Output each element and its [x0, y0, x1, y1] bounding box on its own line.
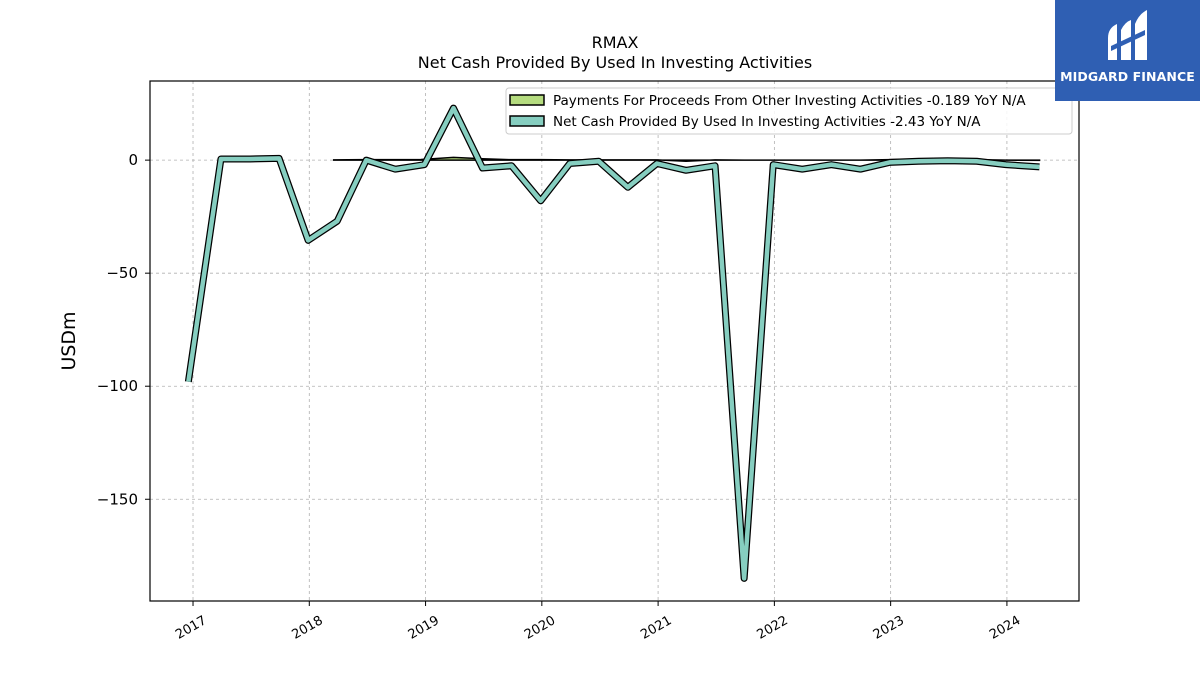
- chart-title: RMAX: [592, 33, 639, 52]
- brand-logo: MIDGARD FINANCE: [1055, 0, 1200, 101]
- y-tick-label: −50: [106, 264, 138, 282]
- brand-mark-icon: [1108, 10, 1147, 60]
- legend-swatch-netcash: [509, 115, 545, 127]
- x-tick-label: 2024: [987, 613, 1023, 643]
- x-axis: 2017 2018 2019 2020 2021 2022 2023 2024: [173, 601, 1023, 643]
- x-tick-label: 2021: [638, 613, 674, 643]
- x-tick-label: 2019: [406, 613, 442, 643]
- chart-subtitle: Net Cash Provided By Used In Investing A…: [418, 53, 812, 72]
- y-tick-label: 0: [128, 151, 138, 169]
- legend-box: [505, 87, 1073, 135]
- x-tick-label: 2022: [755, 613, 791, 643]
- x-tick-label: 2023: [871, 613, 907, 643]
- legend: Payments For Proceeds From Other Investi…: [505, 87, 1073, 135]
- x-tick-label: 2017: [173, 613, 209, 643]
- y-tick-label: −150: [97, 490, 138, 508]
- legend-swatch-payments: [509, 94, 545, 106]
- y-tick-label: −100: [97, 377, 138, 395]
- legend-label-netcash: Net Cash Provided By Used In Investing A…: [553, 114, 981, 130]
- legend-label-payments: Payments For Proceeds From Other Investi…: [553, 93, 1026, 109]
- x-tick-label: 2020: [522, 613, 558, 643]
- y-axis-label: USDm: [58, 311, 80, 370]
- series-line-layer: [184, 104, 1040, 582]
- brand-name: MIDGARD FINANCE: [1060, 69, 1195, 84]
- series-netcash-line: [186, 105, 1040, 581]
- y-axis: 0 −50 −100 −150: [97, 151, 150, 508]
- x-tick-label: 2018: [289, 613, 325, 643]
- series-netcash-outline: [184, 104, 1040, 582]
- plot-frame: [149, 80, 1080, 602]
